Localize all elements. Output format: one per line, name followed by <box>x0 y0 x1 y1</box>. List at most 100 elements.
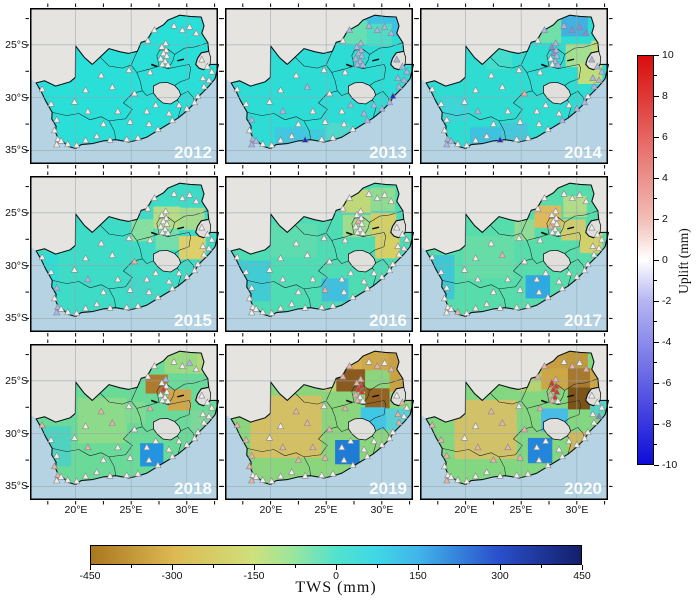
uplift-tick <box>654 136 659 138</box>
station-triangle <box>194 92 202 99</box>
tws-tick <box>253 565 255 570</box>
tws-tick-label: 0 <box>333 570 339 582</box>
station-triangle <box>552 46 560 53</box>
station-triangle <box>454 476 462 483</box>
station-triangle <box>143 275 151 283</box>
station-triangle <box>248 476 256 484</box>
station-triangle <box>320 234 328 241</box>
station-triangle <box>143 107 151 115</box>
station-triangle <box>183 272 191 280</box>
station-triangle <box>341 236 349 244</box>
station-triangle <box>389 260 397 267</box>
station-triangle <box>205 244 213 251</box>
station-triangle <box>47 435 55 443</box>
station-triangle <box>428 421 436 428</box>
station-triangle <box>292 239 300 247</box>
station-triangle <box>130 89 139 97</box>
station-triangle <box>593 398 602 406</box>
uplift-tick <box>654 116 657 117</box>
station-triangle <box>573 272 581 280</box>
tws-tick <box>171 565 173 570</box>
station-triangle <box>471 422 480 429</box>
station-triangle <box>145 456 153 463</box>
station-triangle <box>554 60 562 68</box>
station-triangle <box>198 223 206 231</box>
station-triangle <box>146 236 154 244</box>
station-triangle <box>157 390 165 398</box>
station-triangle <box>353 210 361 218</box>
station-triangle <box>463 141 471 148</box>
station-triangle <box>329 301 337 309</box>
station-triangle <box>534 36 542 44</box>
station-triangle <box>192 29 200 37</box>
station-triangle <box>359 228 367 236</box>
station-triangle <box>598 235 606 243</box>
station-triangle <box>144 204 152 212</box>
lat-tick-label: 25°S <box>5 39 28 51</box>
station-triangle <box>353 396 361 404</box>
station-triangle <box>387 29 395 37</box>
tws-tick-label: -150 <box>243 570 265 582</box>
station-triangle <box>245 462 254 470</box>
station-triangle <box>123 135 131 142</box>
station-triangle <box>321 285 329 293</box>
station-triangle <box>162 39 170 47</box>
station-triangle <box>357 207 365 215</box>
lat-tick-label: 25°S <box>5 375 28 387</box>
station-triangle <box>483 468 491 475</box>
station-triangle <box>252 304 260 312</box>
station-triangle <box>154 125 162 132</box>
station-triangle <box>504 275 512 283</box>
station-triangle <box>158 210 166 218</box>
station-triangle <box>108 419 116 426</box>
station-triangle <box>38 421 46 428</box>
station-triangle <box>573 440 581 448</box>
station-triangle <box>437 99 445 107</box>
lon-tick-label: 25°E <box>314 504 338 516</box>
station-triangle <box>265 97 274 105</box>
station-triangle <box>573 104 581 112</box>
station-triangle <box>575 358 584 366</box>
station-triangle <box>360 445 368 453</box>
station-triangle <box>200 250 208 258</box>
station-triangle <box>47 99 55 107</box>
station-triangle <box>294 288 303 295</box>
station-triangle <box>443 115 451 123</box>
station-triangle <box>178 194 186 201</box>
map-panel-2012: 2012 <box>25 3 223 169</box>
station-triangle <box>163 387 171 395</box>
station-triangle <box>203 62 212 70</box>
station-triangle <box>551 225 559 233</box>
station-triangle <box>183 104 191 112</box>
station-triangle <box>549 49 558 57</box>
station-triangle <box>81 422 90 429</box>
map-panel-2016: 2016 <box>220 171 418 337</box>
station-triangle <box>548 60 556 68</box>
station-triangle <box>496 303 504 311</box>
station-triangle <box>552 382 560 389</box>
station-triangle <box>159 49 168 57</box>
lon-tick-label: 25°E <box>119 504 143 516</box>
station-triangle <box>146 68 154 76</box>
station-triangle <box>93 468 101 475</box>
station-triangle <box>84 275 92 283</box>
lat-tick-label: 30°S <box>5 92 28 104</box>
station-triangle <box>582 29 590 37</box>
station-triangle <box>380 22 389 30</box>
lat-tick-label: 25°S <box>5 207 28 219</box>
station-triangle <box>400 244 408 251</box>
map-panel-2013: 2013 <box>220 3 418 169</box>
station-triangle <box>53 115 61 123</box>
station-triangle <box>370 437 378 444</box>
map-panel-2014: 2014 <box>415 3 613 169</box>
station-triangle <box>64 308 72 315</box>
station-triangle <box>276 136 285 144</box>
station-triangle <box>157 222 165 230</box>
station-triangle <box>590 82 598 90</box>
station-triangle <box>598 67 606 75</box>
station-triangle <box>460 97 469 105</box>
station-triangle <box>192 365 200 373</box>
station-triangle <box>126 117 134 125</box>
station-triangle <box>345 194 354 201</box>
